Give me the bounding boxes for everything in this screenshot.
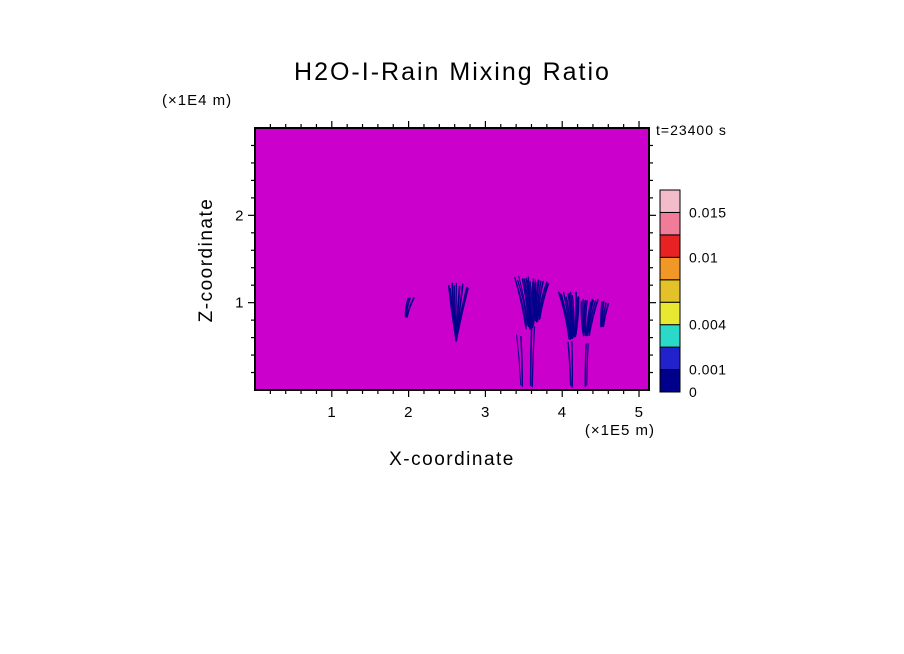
colorbar-tick-label: 0.01: [689, 249, 718, 265]
rain-shaft: [600, 300, 610, 328]
rain-shaft: [529, 326, 536, 388]
rain-shaft-strand: [570, 291, 574, 337]
rain-shaft-strand: [404, 297, 410, 318]
rain-shaft-strand: [573, 291, 578, 336]
x-axis-units-label: (×1E5 m): [584, 422, 655, 439]
colorbar-segment: [659, 346, 681, 371]
colorbar-tick-label: 0.004: [689, 317, 727, 333]
x-tick-label: 3: [481, 404, 490, 421]
chart-title: H2O-I-Rain Mixing Ratio: [294, 58, 611, 86]
rain-shaft-strand: [567, 341, 572, 386]
time-label: t=23400 s: [656, 122, 727, 138]
y-axis-units-label: (×1E4 m): [162, 92, 233, 109]
rain-shaft-strand: [518, 276, 529, 326]
rain-shaft-strand: [527, 276, 532, 329]
rain-shaft-strand: [456, 286, 468, 333]
rain-shaft-strand: [532, 282, 536, 318]
rain-shaft: [580, 298, 599, 337]
colorbar-tick-label: 0.015: [689, 204, 727, 220]
rain-shaft-strand: [585, 300, 588, 336]
x-tick-label: 5: [635, 404, 644, 421]
colorbar-tick-label: 0.001: [689, 362, 727, 378]
rain-shaft: [558, 291, 580, 340]
rain-shaft-strand: [575, 296, 580, 335]
rain-shaft-strand: [600, 301, 603, 328]
colorbar-segment: [659, 211, 681, 236]
rain-shaft-strand: [529, 327, 533, 387]
rain-shaft-strand: [601, 300, 605, 327]
plot-frame: [254, 127, 650, 391]
rain-shaft-strand: [583, 299, 586, 333]
rain-shaft-strand: [568, 292, 574, 340]
rain-shaft: [516, 334, 524, 387]
rain-shaft: [531, 279, 550, 323]
rain-shaft-strand: [516, 334, 522, 386]
colorbar-segment: [659, 234, 681, 258]
rain-shaft-strand: [586, 343, 589, 386]
colorbar-segment: [659, 301, 681, 326]
rain-shaft-strand: [588, 298, 599, 337]
colorbar-segment: [659, 324, 681, 348]
rain-shaft-strand: [539, 282, 550, 320]
rain-shaft-strand: [567, 293, 573, 339]
rain-shaft-strand: [602, 302, 610, 328]
rain-shaft-strand: [582, 298, 585, 337]
rain-shaft: [584, 343, 589, 388]
rain-shaft-strand: [456, 287, 469, 336]
plot-background: [255, 128, 649, 390]
colorbar-tick-label: 0: [689, 384, 697, 400]
y-tick-label: 1: [235, 295, 244, 312]
rain-shaft-strand: [520, 335, 524, 387]
rain-shaft-strand: [537, 281, 548, 317]
colorbar-segment: [659, 369, 681, 393]
x-tick-label: 2: [404, 404, 413, 421]
rain-shaft-strand: [584, 343, 587, 388]
rain-shaft-strand: [587, 300, 597, 333]
rain-shaft-strand: [587, 299, 594, 333]
colorbar-segment: [659, 279, 681, 303]
colorbar-segment: [659, 256, 681, 281]
x-tick-label: 1: [327, 404, 336, 421]
rain-shaft: [404, 297, 415, 318]
rain-shaft-strand: [515, 280, 528, 327]
rain-shaft-strand: [529, 281, 533, 327]
x-axis-title: X-coordinate: [389, 449, 515, 470]
rain-shaft: [447, 282, 469, 342]
rain-shaft-strand: [406, 297, 415, 318]
plot-area: 1 2 3 4 5 1 2: [235, 121, 656, 421]
rain-shaft-strand: [601, 302, 607, 328]
rain-shaft-strand: [405, 297, 411, 318]
rain-shaft-strand: [531, 326, 536, 388]
rain-shaft: [567, 340, 574, 388]
y-tick-label: 2: [235, 207, 244, 224]
y-axis-title: Z-coordinate: [196, 197, 217, 323]
colorbar: 0 0.001 0.004 0.01 0.015: [659, 189, 727, 400]
x-tick-label: 4: [558, 404, 567, 421]
rain-shaft-strand: [526, 280, 532, 328]
rain-shaft-strand: [562, 291, 572, 340]
rain-shaft-strand: [584, 299, 587, 337]
colorbar-segment: [659, 189, 681, 213]
rain-shaft-strand: [559, 293, 570, 340]
